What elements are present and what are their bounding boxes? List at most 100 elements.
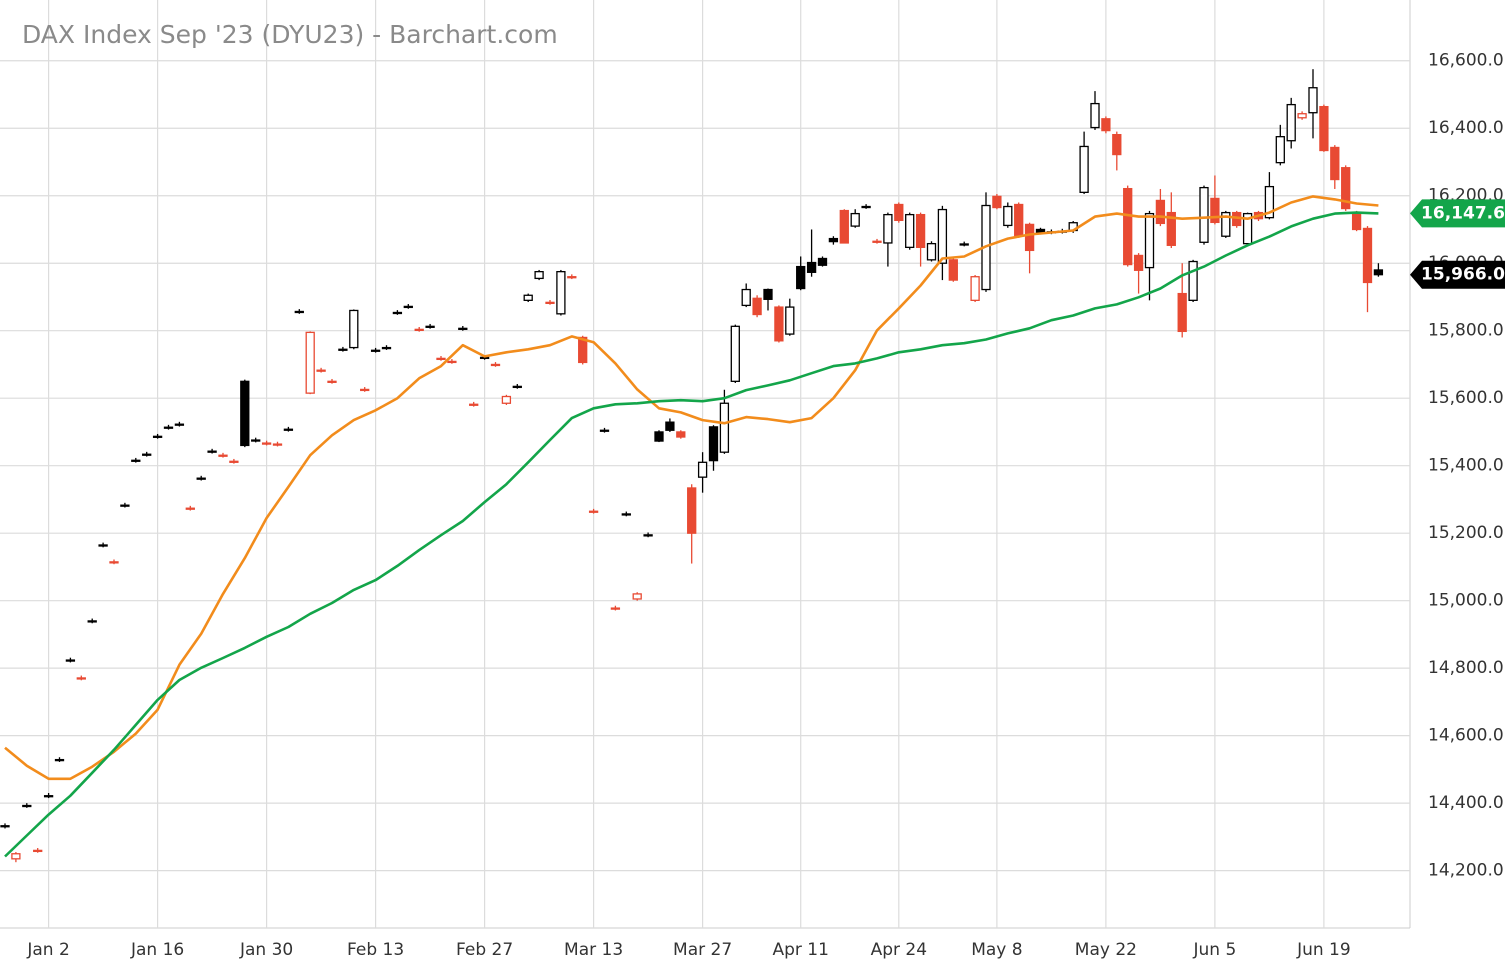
x-tick-label: May 8 <box>971 940 1022 960</box>
candle-body <box>665 421 675 431</box>
candle-body <box>763 288 773 300</box>
candle-body <box>1319 105 1329 152</box>
candle-body <box>632 593 642 600</box>
candle-body <box>567 276 577 279</box>
candle-body <box>294 310 304 314</box>
candle-body <box>196 477 206 480</box>
candle-body <box>621 513 631 516</box>
candle-body <box>1210 197 1220 224</box>
candle-body <box>501 395 512 404</box>
candle-body <box>1362 227 1373 284</box>
y-tick-label: 15,400.0 <box>1428 456 1504 476</box>
moving-average-line <box>4 211 1379 858</box>
last-value-tag: 16,147.6 <box>1421 203 1505 223</box>
candle-body <box>1166 211 1176 246</box>
candle-body <box>534 271 544 280</box>
candle-body <box>1024 223 1035 252</box>
x-tick-label: Jan 16 <box>130 940 184 960</box>
y-tick-label: 14,600.0 <box>1428 726 1504 746</box>
candle-body <box>806 261 817 273</box>
candle-body <box>174 423 185 426</box>
candle-body <box>360 388 370 392</box>
candle-body <box>261 442 272 445</box>
candle-body <box>349 309 359 349</box>
candle-body <box>43 795 54 798</box>
candle-body <box>1264 185 1275 219</box>
candle-body <box>447 360 457 364</box>
candle-body <box>1079 145 1089 193</box>
y-tick-label: 16,400.0 <box>1428 118 1504 138</box>
candle-body <box>272 443 283 446</box>
candle-body <box>152 435 163 438</box>
candle-body <box>1373 269 1384 276</box>
y-tick-label: 14,800.0 <box>1428 658 1504 678</box>
candle-body <box>327 380 337 383</box>
candle-body <box>1242 212 1253 245</box>
candle-body <box>109 561 119 564</box>
candle-body <box>305 331 315 394</box>
candle-body <box>817 257 828 266</box>
candle-body <box>22 804 32 808</box>
candle-body <box>1286 103 1296 142</box>
candle-body <box>1308 87 1318 114</box>
candle-body <box>578 336 588 364</box>
candle-body <box>142 453 152 456</box>
candle-body <box>392 311 403 315</box>
candle-body <box>1330 146 1340 181</box>
candle-body <box>1144 212 1155 269</box>
candle-body <box>828 237 839 243</box>
y-tick-label: 14,400.0 <box>1428 793 1504 813</box>
candle-body <box>752 297 762 316</box>
candle-body <box>469 403 479 406</box>
candle-body <box>33 849 43 853</box>
candle-body <box>414 328 424 332</box>
candle-body <box>403 305 413 309</box>
candle-body <box>283 428 294 431</box>
candle-body <box>11 853 21 860</box>
candle-body <box>599 429 610 432</box>
candle-body <box>610 607 621 610</box>
candle-body <box>185 507 195 510</box>
candle-body <box>556 271 566 315</box>
candle-body <box>1123 187 1133 266</box>
candle-body <box>774 306 784 342</box>
candle-body <box>218 454 228 457</box>
candle-body <box>54 758 65 762</box>
candle-body <box>894 203 904 222</box>
candle-body <box>98 544 108 547</box>
candle-body <box>926 242 937 261</box>
candle-body <box>959 243 969 246</box>
candle-body <box>240 380 250 447</box>
candle-body <box>741 288 751 307</box>
candle-body <box>87 620 97 623</box>
candle-body <box>1341 167 1351 210</box>
candle-body <box>687 487 697 534</box>
candle-body <box>785 306 795 335</box>
x-tick-label: Jun 5 <box>1193 940 1237 960</box>
candle-body <box>545 301 555 305</box>
last-value-tag-bg <box>1410 199 1505 228</box>
x-tick-label: Apr 24 <box>871 940 927 960</box>
candle-body <box>915 213 926 249</box>
candle-body <box>588 510 599 513</box>
candle-body <box>872 240 882 243</box>
candle-body <box>0 825 10 828</box>
last-close-tag: 15,966.0 <box>1421 265 1505 285</box>
y-tick-label: 15,600.0 <box>1428 388 1504 408</box>
x-tick-label: Feb 27 <box>456 940 513 960</box>
candle-body <box>839 209 849 244</box>
candle-body <box>523 294 533 301</box>
candle-body <box>883 213 893 244</box>
candle-body <box>1133 254 1144 271</box>
candle-body <box>708 426 719 462</box>
y-tick-label: 16,600.0 <box>1428 51 1504 71</box>
moving-average-line <box>4 195 1379 781</box>
candle-body <box>937 208 948 264</box>
candle-body <box>796 265 806 290</box>
candle-body <box>370 349 381 352</box>
x-tick-label: Jan 2 <box>26 940 69 960</box>
candle-body <box>697 461 708 478</box>
candle-body <box>512 385 522 389</box>
